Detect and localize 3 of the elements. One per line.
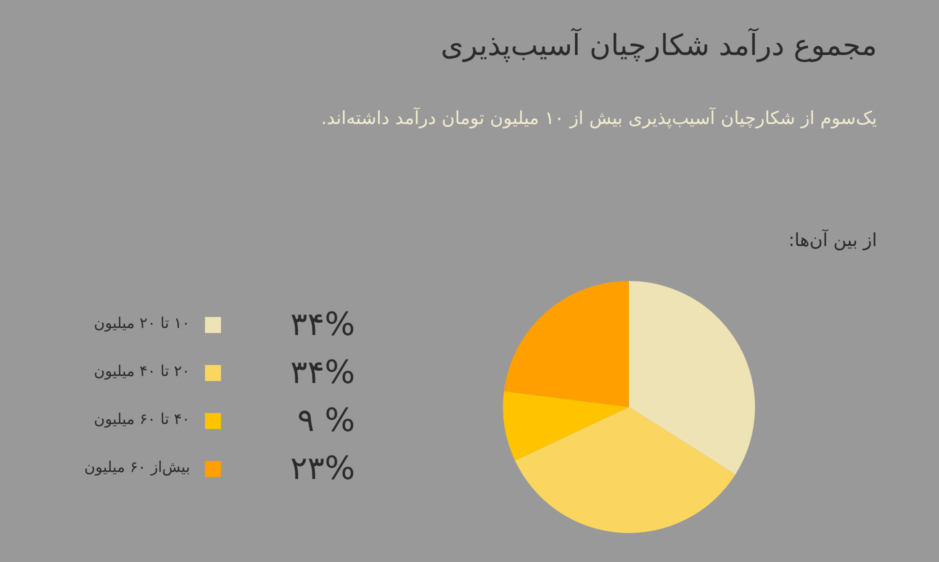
subtitle: یک‌سوم از شکارچیان آسیب‌پذیری بیش از ۱۰ میلیون تومان درآمد داشته‌اند. bbox=[321, 108, 877, 129]
title: مجموع درآمد شکارچیان آسیب‌پذیری bbox=[440, 28, 877, 62]
annotation: از بین آن‌ها: bbox=[788, 230, 877, 251]
